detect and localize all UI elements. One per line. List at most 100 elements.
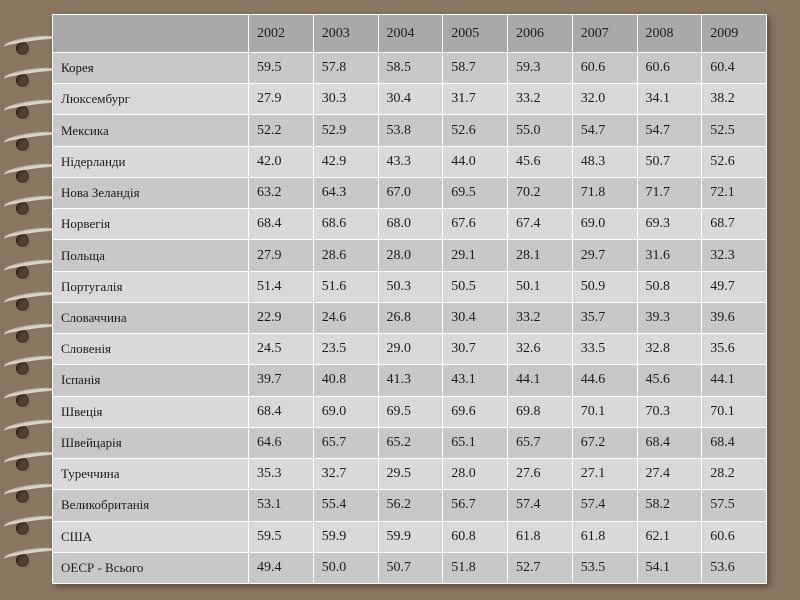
value-cell: 50.0 xyxy=(312,551,379,585)
binder-ring-icon xyxy=(3,98,59,116)
value-cell: 61.8 xyxy=(571,520,638,553)
value-cell: 32.0 xyxy=(571,83,638,116)
value-cell: 56.2 xyxy=(377,489,444,522)
value-cell: 63.2 xyxy=(248,176,314,210)
binder-ring-icon xyxy=(3,546,59,564)
binder-rings xyxy=(0,0,60,600)
value-cell: 32.7 xyxy=(312,458,379,491)
value-cell: 44.6 xyxy=(571,364,638,397)
table-row: Словаччина 22.9 24.6 26.8 30.4 33.2 35.7 39.3 39… xyxy=(52,301,767,335)
country-cell: США xyxy=(52,520,249,553)
value-cell: 26.8 xyxy=(377,301,444,335)
value-cell: 24.6 xyxy=(312,301,379,335)
value-cell: 51.8 xyxy=(442,551,508,585)
value-cell: 70.3 xyxy=(636,395,703,428)
value-cell: 29.1 xyxy=(442,239,508,272)
value-cell: 31.7 xyxy=(442,83,508,116)
value-cell: 39.7 xyxy=(248,364,314,397)
country-cell: Словаччина xyxy=(52,301,249,335)
value-cell: 59.9 xyxy=(312,520,379,553)
binder-hole-icon xyxy=(16,42,29,55)
value-cell: 58.7 xyxy=(442,51,508,85)
binder-ring-icon xyxy=(3,386,59,404)
year-header: 2008 xyxy=(636,14,703,53)
binder-hole-icon xyxy=(16,394,29,407)
year-header: 2007 xyxy=(571,14,638,53)
value-cell: 64.3 xyxy=(312,176,379,210)
value-cell: 69.5 xyxy=(442,176,508,210)
value-cell: 27.1 xyxy=(571,458,638,491)
value-cell: 49.7 xyxy=(701,270,767,303)
value-cell: 45.6 xyxy=(636,364,703,397)
value-cell: 44.1 xyxy=(701,364,767,397)
header-row: 2002 2003 2004 2005 2006 2007 2008 2009 xyxy=(52,14,767,53)
value-cell: 52.6 xyxy=(442,114,508,147)
value-cell: 60.6 xyxy=(636,51,703,85)
value-cell: 54.1 xyxy=(636,551,703,585)
value-cell: 59.5 xyxy=(248,520,314,553)
table-row: Туреччина 35.3 32.7 29.5 28.0 27.6 27.1 27.4 28.… xyxy=(52,458,767,491)
binder-ring-icon xyxy=(3,226,59,244)
binder-hole-icon xyxy=(16,554,29,567)
value-cell: 53.1 xyxy=(248,489,314,522)
value-cell: 45.6 xyxy=(507,145,573,178)
value-cell: 39.6 xyxy=(701,301,767,335)
value-cell: 69.0 xyxy=(571,208,638,241)
country-cell: Нідерланди xyxy=(52,145,249,178)
value-cell: 65.7 xyxy=(312,426,379,460)
value-cell: 68.7 xyxy=(701,208,767,241)
year-header: 2005 xyxy=(442,14,508,53)
value-cell: 52.7 xyxy=(507,551,573,585)
country-cell: Швейцарія xyxy=(52,426,249,460)
binder-hole-icon xyxy=(16,362,29,375)
value-cell: 50.1 xyxy=(507,270,573,303)
table-row: Корея 59.5 57.8 58.5 58.7 59.3 60.6 60.6 60.4 xyxy=(52,51,767,85)
value-cell: 38.2 xyxy=(701,83,767,116)
value-cell: 55.4 xyxy=(312,489,379,522)
value-cell: 28.6 xyxy=(312,239,379,272)
country-cell: Польща xyxy=(52,239,249,272)
value-cell: 33.2 xyxy=(507,83,573,116)
value-cell: 52.6 xyxy=(701,145,767,178)
binder-ring-icon xyxy=(3,450,59,468)
country-cell: Великобританія xyxy=(52,489,249,522)
value-cell: 67.2 xyxy=(571,426,638,460)
country-cell: Нова Зеландія xyxy=(52,176,249,210)
value-cell: 52.5 xyxy=(701,114,767,147)
value-cell: 35.7 xyxy=(571,301,638,335)
binder-hole-icon xyxy=(16,522,29,535)
value-cell: 70.1 xyxy=(571,395,638,428)
value-cell: 69.8 xyxy=(507,395,573,428)
binder-hole-icon xyxy=(16,202,29,215)
binder-hole-icon xyxy=(16,298,29,311)
value-cell: 50.5 xyxy=(442,270,508,303)
value-cell: 28.1 xyxy=(507,239,573,272)
value-cell: 30.7 xyxy=(442,333,508,366)
value-cell: 23.5 xyxy=(312,333,379,366)
table-row: Мексика 52.2 52.9 53.8 52.6 55.0 54.7 54.7 52.5 xyxy=(52,114,767,147)
value-cell: 50.3 xyxy=(377,270,444,303)
value-cell: 57.5 xyxy=(701,489,767,522)
binder-hole-icon xyxy=(16,138,29,151)
table-row: Швейцарія 64.6 65.7 65.2 65.1 65.7 67.2 68.4 68.… xyxy=(52,426,767,460)
country-cell: Корея xyxy=(52,51,249,85)
value-cell: 44.1 xyxy=(507,364,573,397)
value-cell: 68.6 xyxy=(312,208,379,241)
country-cell: Швеція xyxy=(52,395,249,428)
year-header: 2006 xyxy=(507,14,573,53)
country-cell: ОЕСР - Всього xyxy=(52,551,249,585)
binder-ring-icon xyxy=(3,322,59,340)
table-row: Нова Зеландія 63.2 64.3 67.0 69.5 70.2 71.8 71.… xyxy=(52,176,767,210)
value-cell: 30.4 xyxy=(442,301,508,335)
binder-hole-icon xyxy=(16,426,29,439)
value-cell: 69.3 xyxy=(636,208,703,241)
value-cell: 68.4 xyxy=(248,208,314,241)
value-cell: 30.4 xyxy=(377,83,444,116)
binder-ring-icon xyxy=(3,194,59,212)
table-row: Норвегія 68.4 68.6 68.0 67.6 67.4 69.0 69.3 68.7 xyxy=(52,208,767,241)
value-cell: 68.4 xyxy=(701,426,767,460)
value-cell: 48.3 xyxy=(571,145,638,178)
value-cell: 27.9 xyxy=(248,83,314,116)
value-cell: 68.4 xyxy=(636,426,703,460)
employment-rate-table: 2002 2003 2004 2005 2006 2007 2008 2009 Корея 59… xyxy=(52,14,767,585)
